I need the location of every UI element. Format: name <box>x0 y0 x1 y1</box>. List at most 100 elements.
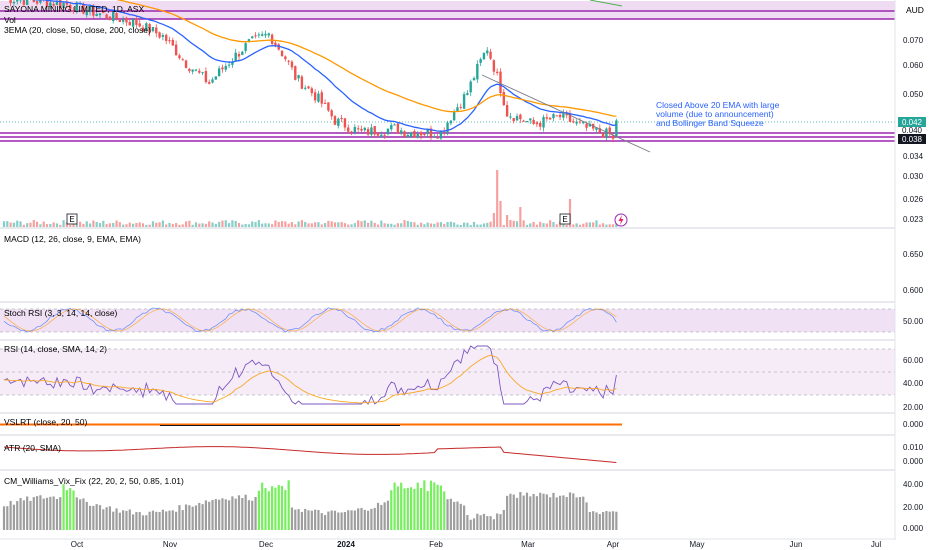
volume-bar <box>456 224 459 227</box>
vix-fix-bar <box>502 509 505 530</box>
volume-bar <box>519 207 522 227</box>
volume-bar <box>241 224 244 227</box>
vix-fix-bar <box>314 509 317 530</box>
volume-bar <box>184 221 188 227</box>
vix-fix-bar <box>575 497 578 530</box>
volume-bar <box>482 223 486 227</box>
annotation-line-2: volume (due to announcement) <box>656 109 774 119</box>
vix-fix-bar <box>297 509 300 530</box>
candle <box>214 76 218 81</box>
candle <box>148 22 151 37</box>
rsi-label: RSI (14, close, SMA, 14, 2) <box>4 344 107 354</box>
candle <box>88 5 92 16</box>
vix-fix-bar <box>82 498 85 530</box>
candle <box>535 121 539 128</box>
candle <box>257 32 261 39</box>
vix-fix-bar <box>393 482 396 530</box>
vix-fix-bar <box>105 507 108 530</box>
candle <box>108 16 112 21</box>
price-tick-label: 0.070 <box>903 36 924 45</box>
volume-bar <box>479 224 482 227</box>
volume-bar <box>26 223 29 227</box>
volume-bar <box>82 223 85 227</box>
volume-bar <box>552 222 555 227</box>
lightning-icon[interactable] <box>614 213 628 227</box>
vix-fix-bar <box>446 499 449 530</box>
vslrt-lines <box>0 423 622 426</box>
time-tick-label: Feb <box>429 540 443 549</box>
candle <box>575 119 578 126</box>
vix-fix-bar <box>476 513 479 530</box>
volume-bar <box>383 223 386 227</box>
volume-bar <box>343 223 347 227</box>
stoch-rsi-lines <box>3 307 617 333</box>
volume-bar <box>608 224 611 227</box>
candle <box>45 0 49 8</box>
volume-bar <box>615 223 618 227</box>
vix-fix-bar <box>367 510 370 530</box>
candle <box>234 48 237 61</box>
vix-fix-bar <box>128 509 131 530</box>
vix-fix-bar <box>555 497 558 530</box>
vix-fix-bar <box>429 480 433 530</box>
volume-bar <box>6 221 9 227</box>
vix-fix-bar <box>426 491 429 530</box>
level-a-value: 0.040 <box>902 126 923 135</box>
candle <box>194 69 198 72</box>
vix-fix-bar <box>469 519 472 530</box>
candle <box>241 50 244 56</box>
vix-fix-bar <box>122 510 125 530</box>
volume-bar <box>416 224 419 227</box>
vix-fix-bar <box>75 497 78 530</box>
vix-fix-bar <box>410 487 413 530</box>
vix-fix-bar <box>69 488 72 530</box>
vix-fix-bar <box>449 498 452 530</box>
volume-bar <box>287 223 290 227</box>
volume-bar <box>423 224 426 227</box>
vix-fix-bar <box>32 497 35 530</box>
level-b-value: 0.038 <box>902 135 923 144</box>
volume-bar <box>148 224 151 227</box>
time-axis[interactable]: Oct Nov Dec 2024 Feb Mar Apr May Jun Jul <box>0 538 895 549</box>
volume-bar <box>264 223 267 227</box>
vix-fix-bar <box>264 488 267 530</box>
price-tick-label: 0.023 <box>903 215 924 224</box>
trend-line-top[interactable] <box>589 0 623 7</box>
volume-bar <box>340 221 343 227</box>
candle <box>280 50 284 57</box>
earnings-marker-2[interactable]: E <box>559 213 571 225</box>
vix-fix-bar <box>165 511 168 530</box>
volume-bar <box>16 220 19 227</box>
vix-fix-bar <box>462 505 466 530</box>
candle <box>605 127 608 141</box>
volume-bar <box>314 222 317 227</box>
vix-fix-bar <box>403 488 406 530</box>
candle <box>284 55 287 62</box>
volume-bar <box>413 222 416 227</box>
volume-bar <box>251 221 254 227</box>
candle <box>343 117 347 131</box>
candle <box>409 131 413 138</box>
volume-bar <box>446 222 449 227</box>
trend-line-down[interactable] <box>481 74 651 153</box>
vix-fix-bar <box>602 512 605 530</box>
price-axis[interactable]: AUD 0.0700.0600.0500.0340.0300.0260.0230… <box>894 0 932 550</box>
vix-fix-bar <box>9 500 12 530</box>
vix-fix-bar <box>353 510 356 530</box>
candle <box>333 114 337 126</box>
vix-fix-bar <box>49 496 52 530</box>
volume-bar <box>19 221 22 227</box>
annotation-line-3: and Bollinger Band Squeeze <box>656 118 764 128</box>
vix-fix-bar <box>406 487 409 530</box>
vix-fix-bar <box>191 506 194 530</box>
vix-fix-bar <box>592 511 595 530</box>
volume-bar <box>496 170 499 227</box>
candle <box>539 120 542 131</box>
vix-fix-bar <box>343 512 347 530</box>
vix-fix-bar <box>350 510 353 530</box>
candle <box>208 79 211 85</box>
vix-fix-bar <box>558 495 562 530</box>
earnings-marker-1[interactable]: E <box>66 213 78 225</box>
volume-bar <box>489 221 492 227</box>
volume-bar <box>208 221 211 227</box>
